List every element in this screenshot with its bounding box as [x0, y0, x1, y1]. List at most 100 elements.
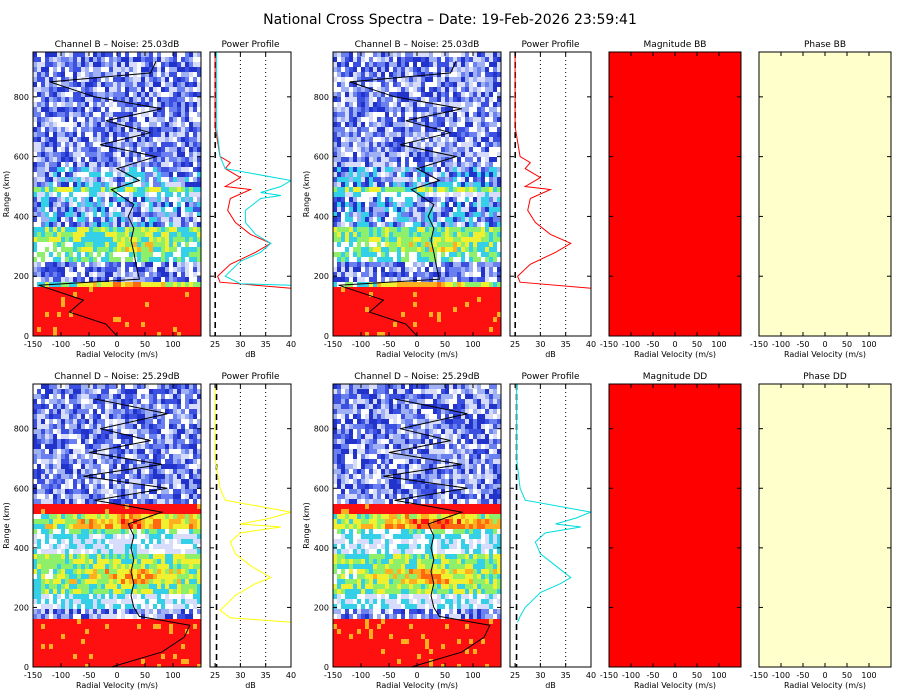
- x-tick-label: -150: [750, 671, 768, 680]
- x-tick-label: 25: [210, 340, 220, 349]
- x-tick-label: -150: [24, 340, 42, 349]
- x-tick-label: -100: [622, 671, 640, 680]
- x-axis-label: Radial Velocity (m/s): [634, 350, 716, 359]
- plot-title: Channel B – Noise: 25.03dB: [55, 40, 180, 50]
- doppler-line: [38, 60, 162, 336]
- x-tick-label: 40: [586, 340, 596, 349]
- x-tick-label: 100: [465, 340, 480, 349]
- spectra-pixels: [333, 384, 501, 667]
- fill-area: [609, 384, 741, 667]
- spectra-d-2: Channel D – Noise: 25.29dB -150 -100 -50 0 50…: [302, 372, 502, 690]
- y-tick-label: 400: [14, 544, 29, 553]
- x-axis-label: dB: [245, 681, 256, 690]
- y-tick-label: 600: [14, 153, 29, 162]
- figure-title: National Cross Spectra – Date: 19-Feb-20…: [263, 12, 637, 28]
- x-tick-label: -50: [796, 340, 809, 349]
- x-tick-label: 40: [286, 340, 296, 349]
- x-tick-label: -50: [382, 671, 395, 680]
- plot-title: Power Profile: [221, 40, 280, 50]
- profile-b-2: Power Profile 25 30 35 40 dB: [509, 40, 596, 359]
- x-tick-label: 25: [510, 340, 520, 349]
- x-axis-label: Radial Velocity (m/s): [784, 681, 866, 690]
- profile-line-self: [514, 52, 591, 336]
- x-tick-label: 0: [114, 671, 119, 680]
- x-tick-label: -100: [52, 340, 70, 349]
- x-tick-label: 35: [561, 671, 571, 680]
- spectra-b-1: Channel B – Noise: 25.03dB -150 -100 -50 0 50…: [2, 40, 202, 359]
- x-tick-label: 25: [510, 671, 520, 680]
- x-tick-label: 25: [210, 671, 220, 680]
- plot-title: Magnitude DD: [643, 372, 707, 382]
- x-tick-label: -100: [52, 671, 70, 680]
- y-tick-label: 0: [324, 332, 329, 341]
- y-tick-label: 0: [24, 332, 29, 341]
- x-tick-label: -100: [622, 340, 640, 349]
- x-tick-label: 30: [235, 340, 245, 349]
- spectra-b-2: Channel B – Noise: 25.03dB -150 -100 -50 0 50…: [302, 40, 502, 359]
- profile-line-cross: [216, 52, 291, 286]
- y-tick-label: 400: [314, 212, 329, 221]
- x-tick-label: 0: [414, 671, 419, 680]
- y-tick-label: 600: [314, 153, 329, 162]
- y-tick-label: 400: [314, 544, 329, 553]
- x-axis-label: Radial Velocity (m/s): [634, 681, 716, 690]
- x-tick-label: 50: [140, 671, 150, 680]
- profile-b-1: Power Profile 25 30 35 40 dB: [209, 40, 296, 359]
- y-tick-label: 800: [14, 425, 29, 434]
- plot-frame: [509, 51, 592, 337]
- x-tick-label: -100: [352, 340, 370, 349]
- x-tick-label: 100: [465, 671, 480, 680]
- plot-title: Channel B – Noise: 25.03dB: [355, 40, 480, 50]
- y-tick-label: 0: [324, 663, 329, 672]
- x-tick-label: -150: [324, 671, 342, 680]
- x-axis-label: Radial Velocity (m/s): [76, 681, 158, 690]
- x-tick-label: 50: [440, 671, 450, 680]
- profile-line-cross: [516, 384, 591, 623]
- x-tick-label: -50: [646, 671, 659, 680]
- x-axis-label: Radial Velocity (m/s): [76, 350, 158, 359]
- x-tick-label: 100: [711, 671, 726, 680]
- spectra-pixels: [333, 52, 501, 336]
- x-tick-label: 30: [535, 671, 545, 680]
- profile-line-self: [214, 384, 291, 623]
- x-tick-label: 100: [861, 340, 876, 349]
- x-tick-label: 35: [261, 671, 271, 680]
- x-tick-label: 0: [414, 340, 419, 349]
- doppler-line: [83, 398, 191, 667]
- y-tick-label: 800: [14, 93, 29, 102]
- doppler-line: [383, 398, 491, 667]
- x-tick-label: -150: [600, 340, 618, 349]
- x-tick-label: 100: [165, 340, 180, 349]
- y-tick-label: 200: [14, 272, 29, 281]
- x-tick-label: 40: [286, 671, 296, 680]
- x-tick-label: 0: [672, 671, 677, 680]
- fill-area: [759, 52, 891, 336]
- y-axis-label: Range (km): [2, 171, 11, 218]
- x-tick-label: 0: [114, 340, 119, 349]
- fill-area: [759, 384, 891, 667]
- x-axis-label: Radial Velocity (m/s): [376, 350, 458, 359]
- x-tick-label: 35: [561, 340, 571, 349]
- x-tick-label: 50: [842, 671, 852, 680]
- x-tick-label: 50: [842, 340, 852, 349]
- spectra-pixels: [33, 52, 201, 336]
- plot-title: Phase BB: [804, 40, 846, 50]
- x-tick-label: -50: [382, 340, 395, 349]
- x-axis-label: Radial Velocity (m/s): [376, 681, 458, 690]
- x-tick-label: 50: [692, 671, 702, 680]
- x-tick-label: 30: [535, 340, 545, 349]
- y-tick-label: 0: [24, 663, 29, 672]
- x-tick-label: 0: [822, 671, 827, 680]
- profile-d-2: Power Profile 25 30 35 40 dB: [509, 372, 596, 690]
- x-tick-label: -50: [82, 671, 95, 680]
- x-axis-label: Radial Velocity (m/s): [784, 350, 866, 359]
- x-tick-label: 50: [692, 340, 702, 349]
- plot-frame: [209, 51, 292, 337]
- plot-frame: [209, 383, 292, 668]
- x-tick-label: 35: [261, 340, 271, 349]
- x-tick-label: 30: [235, 671, 245, 680]
